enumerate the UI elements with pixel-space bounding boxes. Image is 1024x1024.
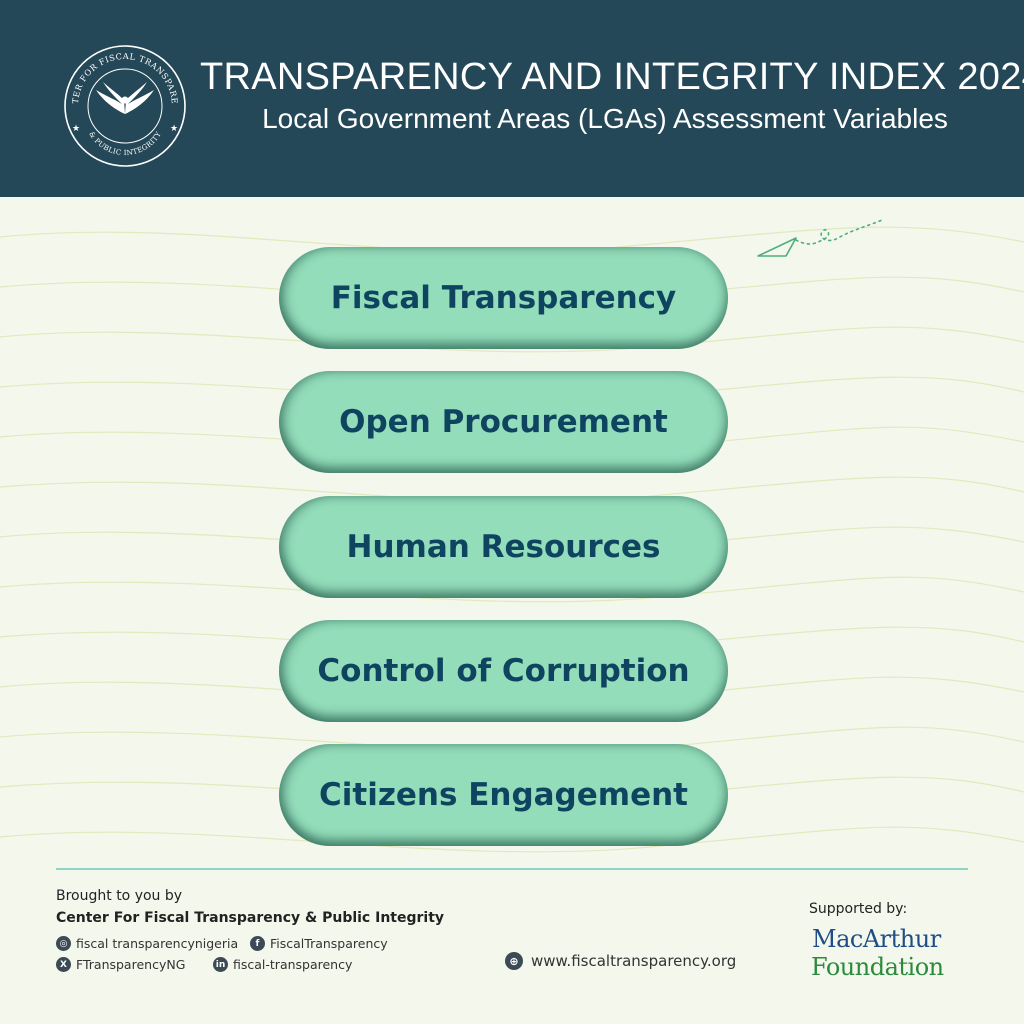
variable-citizens-engagement: Citizens Engagement bbox=[279, 744, 728, 846]
linkedin-handle[interactable]: in fiscal-transparency bbox=[213, 957, 352, 972]
instagram-icon: ◎ bbox=[56, 936, 71, 951]
paper-plane-icon bbox=[757, 219, 883, 257]
page-title: TRANSPARENCY AND INTEGRITY INDEX 2024 bbox=[200, 56, 1024, 98]
globe-icon: ⊕ bbox=[505, 952, 523, 970]
facebook-handle[interactable]: f FiscalTransparency bbox=[250, 936, 388, 951]
svg-text:★: ★ bbox=[170, 124, 178, 134]
brought-by-label: Brought to you by bbox=[56, 888, 183, 904]
svg-text:& PUBLIC INTEGRITY: & PUBLIC INTEGRITY bbox=[87, 130, 163, 157]
header-banner: CENTER FOR FISCAL TRANSPARENCY & PUBLIC … bbox=[0, 0, 1024, 197]
variable-human-resources: Human Resources bbox=[279, 496, 728, 598]
website-link[interactable]: ⊕ www.fiscaltransparency.org bbox=[505, 952, 736, 970]
sponsor-logo-line1: MacArthur bbox=[812, 925, 941, 953]
x-label: FTransparencyNG bbox=[76, 957, 186, 972]
instagram-handle[interactable]: ◎ fiscal transparencynigeria bbox=[56, 936, 238, 951]
linkedin-label: fiscal-transparency bbox=[233, 957, 353, 972]
x-icon: X bbox=[56, 957, 71, 972]
supported-by-label: Supported by: bbox=[809, 901, 908, 917]
instagram-label: fiscal transparencynigeria bbox=[76, 936, 239, 951]
website-label: www.fiscaltransparency.org bbox=[531, 952, 737, 970]
page-subtitle: Local Government Areas (LGAs) Assessment… bbox=[262, 103, 948, 134]
variable-control-of-corruption: Control of Corruption bbox=[279, 620, 728, 722]
sponsor-logo-line2: Foundation bbox=[811, 953, 944, 981]
facebook-label: FiscalTransparency bbox=[270, 936, 388, 951]
footer-divider bbox=[56, 868, 968, 870]
facebook-icon: f bbox=[250, 936, 265, 951]
svg-text:★: ★ bbox=[72, 124, 80, 134]
linkedin-icon: in bbox=[213, 957, 228, 972]
organization-name: Center For Fiscal Transparency & Public … bbox=[56, 910, 445, 926]
logo-emblem-icon: CENTER FOR FISCAL TRANSPARENCY & PUBLIC … bbox=[56, 44, 186, 167]
x-handle[interactable]: X FTransparencyNG bbox=[56, 957, 185, 972]
variable-fiscal-transparency: Fiscal Transparency bbox=[279, 247, 728, 349]
variable-open-procurement: Open Procurement bbox=[279, 371, 728, 473]
